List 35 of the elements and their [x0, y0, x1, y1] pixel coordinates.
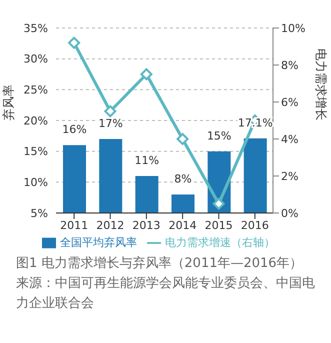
y2-tick-label: 0% — [281, 206, 298, 220]
text: 图1 电力需求增长与弃风率（2011年—2016年） — [16, 255, 304, 273]
x-tick-label: 2011 — [60, 218, 88, 232]
x-tick-label: 2016 — [240, 218, 269, 232]
point — [140, 68, 152, 80]
x-tick-label: 2012 — [96, 218, 124, 232]
data-label: 17% — [98, 117, 123, 130]
data-label: 11% — [134, 154, 160, 167]
y-axis-title: 弃风率 — [1, 84, 16, 120]
y2-tick-label: 8% — [281, 58, 298, 72]
legend-label: 电力需求增速（右轴） — [165, 236, 275, 249]
y2-axis-title: 电力需求增长 — [314, 48, 328, 120]
y-tick-label: 30% — [24, 52, 48, 66]
point — [104, 105, 116, 118]
y-tick-label: 20% — [24, 114, 48, 128]
source-note: 来源：中国可再生能源学会风能专业委员会、中国电力企业联合会 — [16, 275, 316, 313]
y-tick-label: 5% — [30, 206, 48, 220]
y2-tick-label: 4% — [281, 132, 298, 146]
y-tick-label: 15% — [24, 145, 48, 158]
point — [212, 198, 225, 210]
x-tick-label: 2015 — [204, 218, 233, 232]
x-tick-label: 2013 — [132, 218, 160, 232]
data-label: 16% — [62, 123, 87, 136]
y2-tick-label: 6% — [281, 96, 298, 109]
point — [68, 36, 80, 49]
y2-tick-label: 10% — [281, 22, 306, 35]
x-tick-label: 2014 — [168, 218, 197, 232]
point — [176, 133, 189, 145]
y-tick-label: 35% — [24, 22, 48, 35]
y2-tick-label: 2% — [281, 170, 298, 183]
data-label: 8% — [174, 172, 192, 186]
y-tick-label: 25% — [24, 84, 48, 97]
legend-label: 全国平均弃风率 — [60, 236, 137, 249]
data-label: 15% — [206, 129, 232, 142]
y-tick-label: 10% — [24, 176, 48, 190]
